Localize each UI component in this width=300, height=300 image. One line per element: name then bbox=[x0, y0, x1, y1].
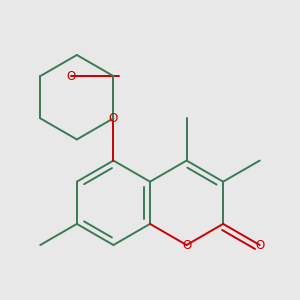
Text: O: O bbox=[67, 70, 76, 83]
Text: O: O bbox=[109, 112, 118, 125]
Text: O: O bbox=[182, 238, 191, 251]
Text: O: O bbox=[255, 238, 264, 251]
